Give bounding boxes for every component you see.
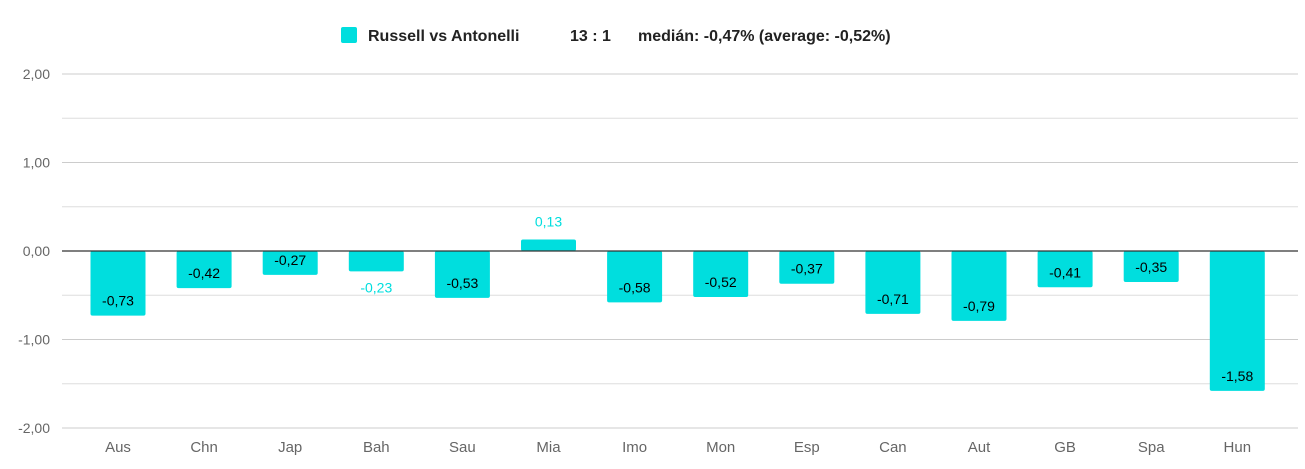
data-label: -0,27 bbox=[274, 252, 306, 268]
data-label: -0,41 bbox=[1049, 264, 1081, 280]
x-axis: Aus Chn Jap Bah Sau Mia Imo Mon Esp Can Aut GB Spa Hu… bbox=[105, 439, 1251, 456]
bar bbox=[521, 239, 576, 251]
y-tick-label: -1,00 bbox=[18, 332, 50, 348]
bar bbox=[865, 251, 921, 314]
y-tick-label: 2,00 bbox=[23, 66, 50, 82]
legend-swatch bbox=[341, 27, 357, 43]
x-tick-label: Hun bbox=[1224, 439, 1252, 456]
x-tick-label: Chn bbox=[190, 439, 218, 456]
data-label: -0,71 bbox=[877, 291, 909, 307]
y-tick-label: 1,00 bbox=[23, 155, 50, 171]
x-tick-label: Bah bbox=[363, 439, 390, 456]
bar bbox=[1209, 251, 1265, 391]
x-tick-label: Mia bbox=[536, 439, 561, 456]
bar bbox=[176, 251, 232, 289]
data-label: -0,23 bbox=[360, 279, 392, 295]
x-tick-label: Can bbox=[879, 439, 907, 456]
x-tick-label: Mon bbox=[706, 439, 735, 456]
x-tick-label: Jap bbox=[278, 439, 302, 456]
x-tick-label: Aut bbox=[968, 439, 991, 456]
data-label: 0,13 bbox=[535, 213, 562, 229]
bar bbox=[779, 251, 835, 284]
data-label: -0,53 bbox=[446, 275, 478, 291]
bar bbox=[693, 251, 749, 298]
bar bbox=[90, 251, 146, 316]
chart-legend: Russell vs Antonelli 13 : 1 medián: -0,4… bbox=[341, 27, 891, 45]
x-tick-label: Sau bbox=[449, 439, 476, 456]
legend-stats: medián: -0,47% (average: -0,52%) bbox=[638, 28, 891, 45]
legend-score: 13 : 1 bbox=[570, 28, 611, 45]
data-label: -0,58 bbox=[619, 279, 651, 295]
bar-series bbox=[90, 239, 1265, 391]
data-label: -0,79 bbox=[963, 298, 995, 314]
bar bbox=[607, 251, 663, 303]
data-label: -0,42 bbox=[188, 265, 220, 281]
data-labels: -0,73 -0,42 -0,27 -0,23 -0,53 0,13 -0,58 -0,52 -… bbox=[102, 213, 1253, 383]
x-tick-label: Aus bbox=[105, 439, 131, 456]
bar bbox=[434, 251, 490, 298]
x-tick-label: Esp bbox=[794, 439, 820, 456]
x-tick-label: Imo bbox=[622, 439, 647, 456]
data-label: -0,35 bbox=[1135, 259, 1167, 275]
data-label: -1,58 bbox=[1221, 368, 1253, 384]
x-tick-label: GB bbox=[1054, 439, 1076, 456]
bar bbox=[1123, 251, 1179, 282]
data-label: -0,73 bbox=[102, 293, 134, 309]
y-tick-label: 0,00 bbox=[23, 243, 50, 259]
data-label: -0,52 bbox=[705, 274, 737, 290]
y-axis: 2,00 1,00 0,00 -1,00 -2,00 bbox=[18, 66, 50, 436]
y-tick-label: -2,00 bbox=[18, 420, 50, 436]
legend-series-name: Russell vs Antonelli bbox=[368, 28, 519, 45]
bar bbox=[951, 251, 1007, 321]
data-label: -0,37 bbox=[791, 261, 823, 277]
bar bbox=[1037, 251, 1093, 288]
bar bbox=[348, 251, 404, 272]
x-tick-label: Spa bbox=[1138, 439, 1165, 456]
grid-lines bbox=[62, 73, 1298, 429]
bar bbox=[262, 251, 318, 275]
